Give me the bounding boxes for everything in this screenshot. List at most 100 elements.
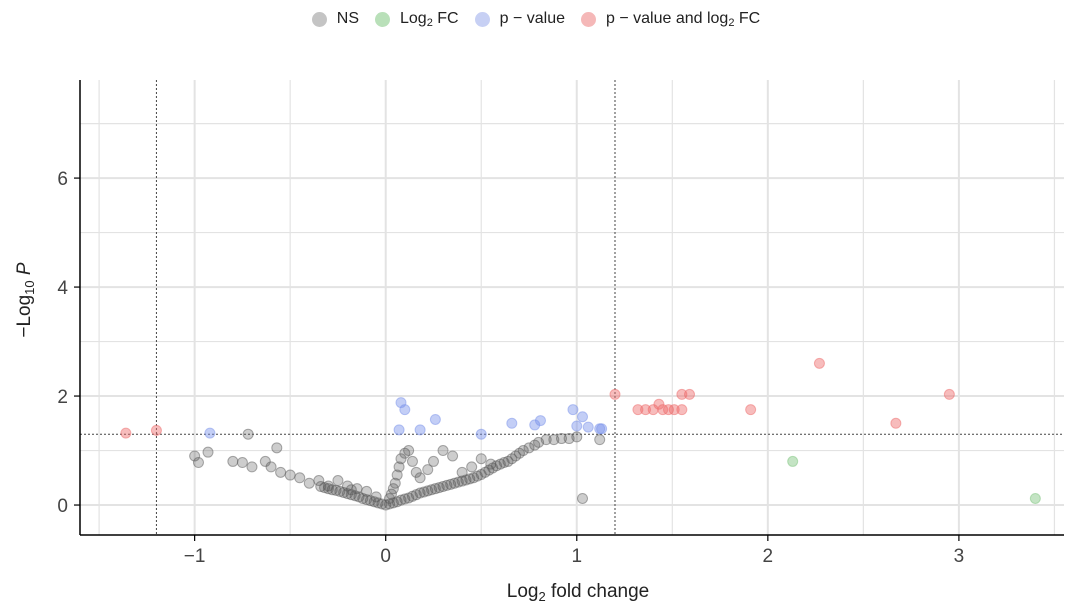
- point-ns: [577, 492, 589, 504]
- legend-marker-pvalue-and-log2fc: [581, 11, 596, 27]
- point-ns: [361, 485, 373, 497]
- point-p-value-and-log2-fc: [813, 357, 825, 369]
- point-p-value: [204, 427, 216, 439]
- point-p-value-and-log2-fc: [662, 404, 674, 416]
- legend-label-ns: NS: [336, 10, 359, 27]
- point-p-value-and-log2-fc: [120, 427, 132, 439]
- point-ns: [594, 434, 606, 446]
- point-p-value-and-log2-fc: [668, 404, 680, 416]
- axes: [79, 80, 1064, 536]
- point-p-value-and-log2-fc: [943, 388, 955, 400]
- y-tick-label: 0: [57, 496, 68, 517]
- point-ns: [259, 455, 271, 467]
- legend-marker-pvalue: [474, 11, 490, 27]
- point-p-value: [582, 421, 594, 433]
- point-ns: [303, 477, 315, 489]
- legend-marker-log2fc: [375, 11, 390, 27]
- point-ns: [393, 461, 405, 473]
- point-ns: [422, 464, 434, 476]
- x-tick-label: 2: [763, 546, 774, 567]
- point-ns: [242, 428, 254, 440]
- point-ns: [246, 461, 258, 473]
- point-ns: [332, 475, 344, 487]
- point-ns: [523, 442, 535, 454]
- point-ns: [322, 480, 334, 492]
- x-tick-label: 1: [571, 546, 582, 567]
- point-ns: [395, 453, 407, 465]
- legend-label-log2fc: Log2 FC: [400, 9, 459, 29]
- point-ns: [315, 481, 327, 493]
- legend-marker-ns: [311, 11, 327, 27]
- legend-item-log2fc: Log2 FC: [375, 10, 459, 29]
- point-ns: [192, 457, 204, 469]
- y-tick-label: 6: [57, 169, 68, 190]
- point-ns: [414, 472, 426, 484]
- chart-legend: NS Log2 FC p − value p − value and log2 …: [0, 8, 1066, 30]
- point-ns: [540, 434, 552, 446]
- x-tick-label: 0: [380, 546, 391, 567]
- point-ns: [227, 455, 239, 467]
- point-p-value: [577, 411, 589, 423]
- point-p-value: [506, 417, 518, 429]
- point-ns: [294, 472, 306, 484]
- point-p-value-and-log2-fc: [640, 404, 652, 416]
- point-p-value: [475, 428, 487, 440]
- point-p-value: [567, 404, 579, 416]
- y-tick-label: 4: [57, 278, 68, 299]
- point-p-value-and-log2-fc: [609, 388, 621, 400]
- point-p-value-and-log2-fc: [657, 404, 669, 416]
- point-p-value-and-log2-fc: [653, 398, 665, 410]
- x-axis-title: Log2 fold change: [507, 581, 649, 604]
- legend-item-pvalue-and-log2fc: p − value and log2 FC: [581, 10, 760, 29]
- point-p-value-and-log2-fc: [676, 404, 688, 416]
- legend-label-pvalue: p − value: [499, 10, 565, 27]
- point-ns: [475, 453, 487, 465]
- point-ns: [370, 491, 382, 503]
- point-p-value: [596, 423, 608, 435]
- point-ns: [313, 475, 325, 487]
- point-ns: [466, 461, 478, 473]
- point-ns: [447, 450, 459, 462]
- point-ns: [571, 431, 583, 443]
- point-ns: [406, 455, 418, 467]
- tick-labels: −1 0 1 2 3 0 2 4 6: [57, 169, 964, 567]
- legend-item-pvalue: p − value: [474, 10, 565, 28]
- point-p-value: [429, 413, 441, 425]
- point-ns: [189, 450, 201, 462]
- threshold-lines: [80, 80, 1064, 535]
- point-ns: [275, 466, 287, 478]
- point-p-value: [393, 424, 405, 436]
- point-p-value-and-log2-fc: [676, 388, 688, 400]
- point-ns: [236, 457, 248, 469]
- point-p-value-and-log2-fc: [150, 424, 162, 436]
- point-p-value: [571, 420, 583, 432]
- point-p-value: [414, 424, 426, 436]
- point-ns: [456, 466, 468, 478]
- point-p-value-and-log2-fc: [684, 388, 696, 400]
- legend-label-pvalue-and-log2fc: p − value and log2 FC: [606, 9, 761, 29]
- point-ns: [403, 445, 415, 457]
- point-ns: [202, 446, 214, 458]
- point-ns: [517, 445, 529, 457]
- legend-item-ns: NS: [311, 10, 359, 28]
- x-tick-label: −1: [184, 546, 206, 567]
- data-points: [120, 357, 1041, 511]
- point-p-value: [399, 404, 411, 416]
- point-ns: [410, 466, 422, 478]
- point-log2-fc: [1029, 492, 1041, 504]
- point-ns: [389, 477, 401, 489]
- grid-lines: [80, 80, 1064, 535]
- point-ns: [427, 455, 439, 467]
- point-p-value-and-log2-fc: [890, 417, 902, 429]
- point-ns: [284, 469, 296, 481]
- point-ns: [437, 445, 449, 457]
- y-axis-title: −Log10 P: [14, 262, 37, 338]
- point-ns: [345, 484, 357, 496]
- point-p-value: [534, 415, 546, 427]
- point-ns: [391, 469, 403, 481]
- x-tick-label: 3: [954, 546, 965, 567]
- point-log2-fc: [787, 455, 799, 467]
- point-p-value-and-log2-fc: [632, 404, 644, 416]
- point-ns: [271, 442, 283, 454]
- point-ns: [555, 433, 567, 445]
